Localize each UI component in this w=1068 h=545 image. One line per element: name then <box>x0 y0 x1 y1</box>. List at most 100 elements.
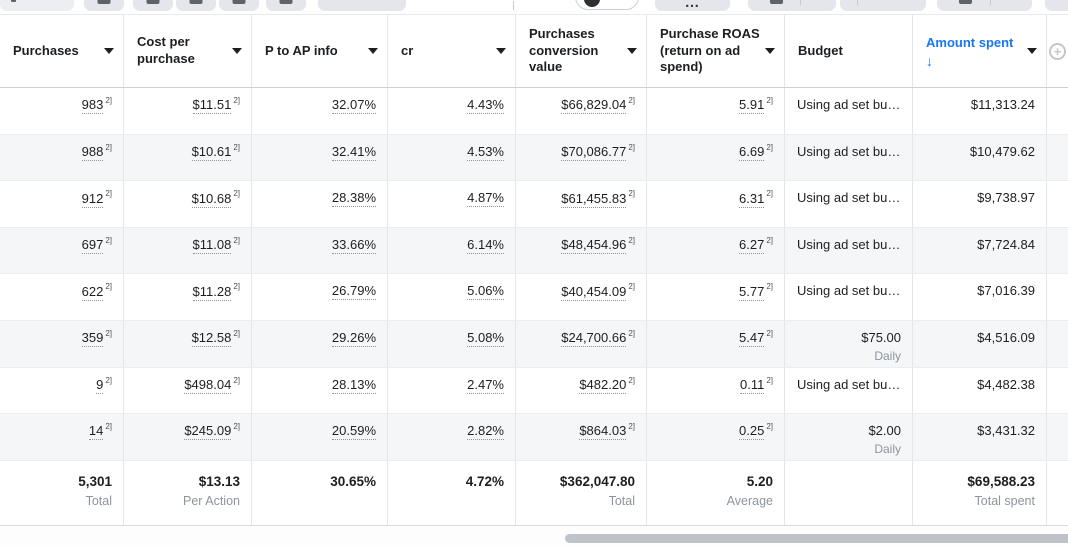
table-row: 622 2] $11.28 2] 26.79% 5.06% $40,454.09 2]… <box>0 274 1068 321</box>
metric-value: $61,455.83 <box>561 190 627 208</box>
cr-cell: 4.43% <box>388 88 516 134</box>
amount-spent-cell: $11,313.24 <box>913 88 1047 134</box>
toggle-knob <box>584 0 600 7</box>
attribution-marker-icon: 2] <box>233 282 240 292</box>
column-header-purchases-conversion-value[interactable]: Purchases conversion value <box>516 15 647 87</box>
table-row: 359 2] $12.58 2] 29.26% 5.08% $24,700.66 2]… <box>0 320 1068 368</box>
conversion-value-cell: $70,086.77 2] <box>516 134 647 181</box>
budget-period: Daily <box>874 442 901 457</box>
toolbar-button-1[interactable] <box>0 0 74 11</box>
roas-cell: 6.69 2] <box>647 134 785 181</box>
attribution-marker-icon: 2] <box>628 189 635 199</box>
budget-value: Using ad set bu… <box>797 283 901 299</box>
toolbar-button-9[interactable] <box>840 0 926 11</box>
attribution-marker-icon: 2] <box>628 375 635 385</box>
column-menu-caret-icon[interactable] <box>765 48 775 54</box>
attribution-marker-icon: 2] <box>628 328 635 338</box>
attribution-marker-icon: 2] <box>766 189 773 199</box>
toolbar-button-11[interactable] <box>1045 0 1068 11</box>
metrics-table: Purchases Cost per purchase P to AP info… <box>0 14 1068 526</box>
attribution-marker-icon: 2] <box>628 96 635 105</box>
totals-label: Total <box>608 493 635 508</box>
column-header-purchase-roas[interactable]: Purchase ROAS (return on ad spend) <box>647 15 785 87</box>
budget-value: Using ad set bu… <box>797 376 901 392</box>
column-menu-caret-icon[interactable] <box>496 48 506 54</box>
metric-value: 5.08% <box>467 329 504 347</box>
toolbar-button-8[interactable] <box>748 0 836 11</box>
metric-value: $864.03 <box>579 423 627 441</box>
toolbar-button-10[interactable] <box>937 0 1032 11</box>
toolbar-button-4[interactable] <box>176 0 216 11</box>
toolbar-button-5[interactable] <box>219 0 259 11</box>
purchases-cell: 359 2] <box>0 320 124 367</box>
cost-per-purchase-cell: $11.28 2] <box>124 274 252 320</box>
metric-value: 5.06% <box>467 283 504 301</box>
attribution-marker-icon: 2] <box>105 375 112 385</box>
totals-label: Average <box>726 493 773 508</box>
metric-value: $9,738.97 <box>977 190 1035 206</box>
purchases-cell: 9 2] <box>0 367 124 414</box>
column-header-amount-spent[interactable]: Amount spent ↓ <box>913 15 1047 87</box>
totals-spacer-cell <box>1047 461 1068 525</box>
column-menu-caret-icon[interactable] <box>232 48 242 54</box>
metric-value: 6.27 <box>739 237 765 255</box>
toolbar-button-3[interactable] <box>133 0 173 11</box>
budget-cell: Using ad set bu… <box>785 88 913 134</box>
table-row: 988 2] $10.61 2] 32.41% 4.53% $70,086.77 2]… <box>0 134 1068 182</box>
toolbar-icon-8 <box>770 0 783 4</box>
toolbar-divider-icon <box>857 0 858 5</box>
metric-value: 33.66% <box>331 236 376 254</box>
cost-per-purchase-cell: $10.61 2] <box>124 134 252 181</box>
amount-spent-cell: $4,482.38 <box>913 367 1047 414</box>
column-header-purchases[interactable]: Purchases <box>0 15 124 87</box>
metric-value: $70,086.77 <box>561 143 627 161</box>
column-header-budget[interactable]: Budget <box>785 15 913 87</box>
toolbar-toggle[interactable] <box>575 0 639 10</box>
column-header-p-to-ap-info[interactable]: P to AP info <box>252 15 388 87</box>
more-button[interactable]: … <box>655 0 730 11</box>
toolbar-divider-icon <box>800 0 801 5</box>
p-to-ap-cell: 29.26% <box>252 320 388 367</box>
table-row: 912 2] $10.68 2] 28.38% 4.87% $61,455.83 2]… <box>0 181 1068 228</box>
metric-value: 6.14% <box>467 236 504 254</box>
purchases-cell: 14 2] <box>0 414 124 460</box>
attribution-marker-icon: 2] <box>105 282 112 292</box>
column-menu-caret-icon[interactable] <box>627 48 637 54</box>
toolbar-button-6[interactable] <box>266 0 306 11</box>
metric-value: $10.61 <box>191 143 232 161</box>
column-header-cost-per-purchase[interactable]: Cost per purchase <box>124 15 252 87</box>
column-header-cr[interactable]: cr <box>388 15 516 87</box>
toolbar-button-7[interactable] <box>318 0 406 11</box>
purchases-cell: 622 2] <box>0 274 124 320</box>
cost-per-purchase-cell: $498.04 2] <box>124 367 252 414</box>
totals-purchases-cell: 5,301 Total <box>0 460 124 525</box>
totals-value: 30.65% <box>330 473 376 489</box>
cr-cell: 4.53% <box>388 134 516 181</box>
column-menu-caret-icon[interactable] <box>1027 48 1037 54</box>
totals-label: Total spent <box>974 493 1035 508</box>
cr-cell: 2.47% <box>388 367 516 414</box>
metric-value: 6.31 <box>739 190 765 208</box>
attribution-marker-icon: 2] <box>105 96 112 105</box>
attribution-marker-icon: 2] <box>766 142 773 152</box>
budget-cell: Using ad set bu… <box>785 134 913 181</box>
attribution-marker-icon: 2] <box>233 142 240 152</box>
column-label: Cost per purchase <box>137 34 195 66</box>
spacer-cell <box>1047 181 1068 227</box>
roas-cell: 0.11 2] <box>647 367 785 414</box>
metric-value: $7,016.39 <box>977 283 1035 299</box>
metric-value: 26.79% <box>331 283 376 301</box>
attribution-marker-icon: 2] <box>233 422 240 432</box>
metric-value: 2.47% <box>467 376 504 394</box>
add-column-button[interactable]: + <box>1049 42 1066 60</box>
table-row: 697 2] $11.08 2] 33.66% 6.14% $48,454.96 2]… <box>0 227 1068 275</box>
conversion-value-cell: $864.03 2] <box>516 414 647 460</box>
horizontal-scrollbar-thumb[interactable] <box>565 534 1068 543</box>
spacer-cell <box>1047 88 1068 134</box>
toolbar-button-2[interactable] <box>84 0 124 11</box>
column-menu-caret-icon[interactable] <box>104 48 114 54</box>
metric-value: 0.11 <box>739 376 765 394</box>
p-to-ap-cell: 28.13% <box>252 367 388 414</box>
column-menu-caret-icon[interactable] <box>368 48 378 54</box>
metric-value: 32.07% <box>331 97 376 114</box>
